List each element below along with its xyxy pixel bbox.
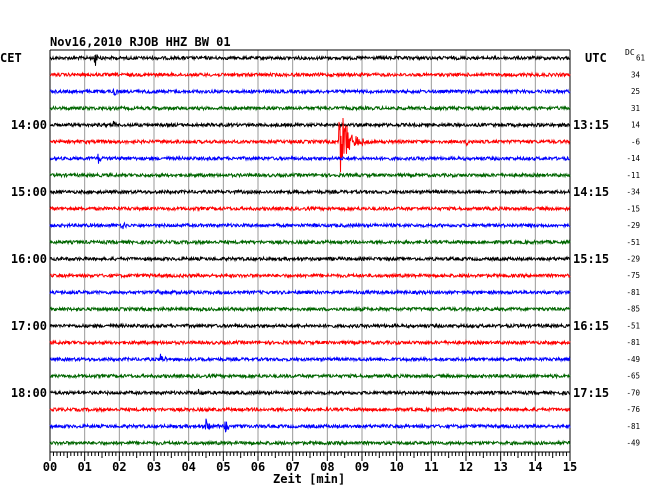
offset-value: -65 — [626, 372, 640, 381]
offset-value: -70 — [626, 388, 640, 397]
x-tick-label: 00 — [43, 460, 57, 474]
trace-11 — [49, 238, 571, 246]
trace-18 — [49, 353, 571, 363]
x-tick-label: 09 — [355, 460, 369, 474]
offset-value: -51 — [626, 321, 640, 330]
x-tick-label: 15 — [563, 460, 577, 474]
offset-value: 14 — [631, 121, 641, 130]
right-timezone-label: UTC — [585, 51, 607, 65]
left-time-label: 18:00 — [11, 386, 47, 400]
x-tick-label: 02 — [112, 460, 126, 474]
trace-4 — [49, 120, 571, 129]
offset-value: -76 — [626, 405, 640, 414]
right-time-label: 13:15 — [573, 118, 609, 132]
x-tick-label: 10 — [389, 460, 403, 474]
offset-value: 34 — [631, 70, 641, 79]
right-time-label: 15:15 — [573, 252, 609, 266]
left-timezone-label: CET — [0, 51, 22, 65]
trace-22 — [49, 418, 571, 433]
left-time-label: 15:00 — [11, 185, 47, 199]
trace-20 — [49, 388, 571, 397]
offset-value: -81 — [626, 338, 640, 347]
x-axis-label: Zeit [min] — [273, 472, 346, 486]
x-tick-label: 04 — [181, 460, 195, 474]
trace-16 — [49, 322, 571, 330]
offset-value: -49 — [626, 355, 640, 364]
trace-19 — [49, 372, 571, 380]
x-tick-label: 06 — [251, 460, 265, 474]
x-tick-label: 13 — [493, 460, 507, 474]
offset-value: 61 — [636, 54, 645, 63]
trace-17 — [49, 339, 571, 347]
x-tick-label: 12 — [459, 460, 473, 474]
trace-12 — [49, 255, 571, 263]
offset-value: 25 — [631, 87, 640, 96]
trace-0 — [49, 53, 571, 66]
offset-value: -85 — [626, 305, 640, 314]
trace-14 — [49, 288, 571, 296]
trace-13 — [49, 272, 571, 280]
x-tick-label: 01 — [77, 460, 91, 474]
left-time-label: 17:00 — [11, 319, 47, 333]
trace-9 — [49, 205, 571, 213]
offset-header-label: DC — [625, 48, 635, 57]
trace-21 — [49, 406, 570, 413]
offset-value: -29 — [626, 221, 640, 230]
trace-1 — [49, 71, 571, 79]
trace-6 — [49, 153, 571, 164]
offset-value: -75 — [626, 271, 640, 280]
right-time-label: 16:15 — [573, 319, 609, 333]
trace-7 — [49, 171, 571, 179]
trace-2 — [49, 87, 571, 97]
minute-grid — [49, 49, 571, 452]
x-tick-label: 14 — [528, 460, 542, 474]
x-tick-label: 05 — [216, 460, 230, 474]
right-time-label: 17:15 — [573, 386, 609, 400]
trace-10 — [49, 221, 571, 230]
x-tick-label: 03 — [147, 460, 161, 474]
seismic-traces — [49, 53, 571, 447]
offset-value: -6 — [631, 137, 641, 146]
offset-value: -11 — [626, 171, 640, 180]
trace-8 — [49, 188, 571, 196]
offset-value: 31 — [631, 104, 640, 113]
left-time-label: 16:00 — [11, 252, 47, 266]
x-tick-label: 07 — [285, 460, 299, 474]
offset-value: -49 — [626, 439, 640, 448]
time-axis: 00 01 02 03 04 05 06 07 08 09 10 11 12 13 14 15 — [43, 451, 577, 474]
row-labels: 61 34 25 31 14:00 13:15 14 -6 -14 -11 15:00 14:15 -3… — [11, 54, 645, 448]
x-tick-label: 11 — [424, 460, 438, 474]
station-title: Nov16,2010 RJOB HHZ BW 01 — [50, 35, 231, 49]
offset-value: -51 — [626, 238, 640, 247]
left-time-label: 14:00 — [11, 118, 47, 132]
trace-15 — [49, 305, 571, 313]
right-time-label: 14:15 — [573, 185, 609, 199]
offset-value: -34 — [626, 188, 640, 197]
offset-value: -81 — [626, 422, 640, 431]
offset-value: -81 — [626, 288, 640, 297]
trace-3 — [49, 104, 571, 112]
offset-value: -15 — [626, 204, 640, 213]
trace-23 — [49, 439, 571, 447]
offset-value: -29 — [626, 255, 640, 264]
x-tick-label: 08 — [320, 460, 334, 474]
offset-value: -14 — [626, 154, 640, 163]
trace-5 — [49, 117, 571, 173]
